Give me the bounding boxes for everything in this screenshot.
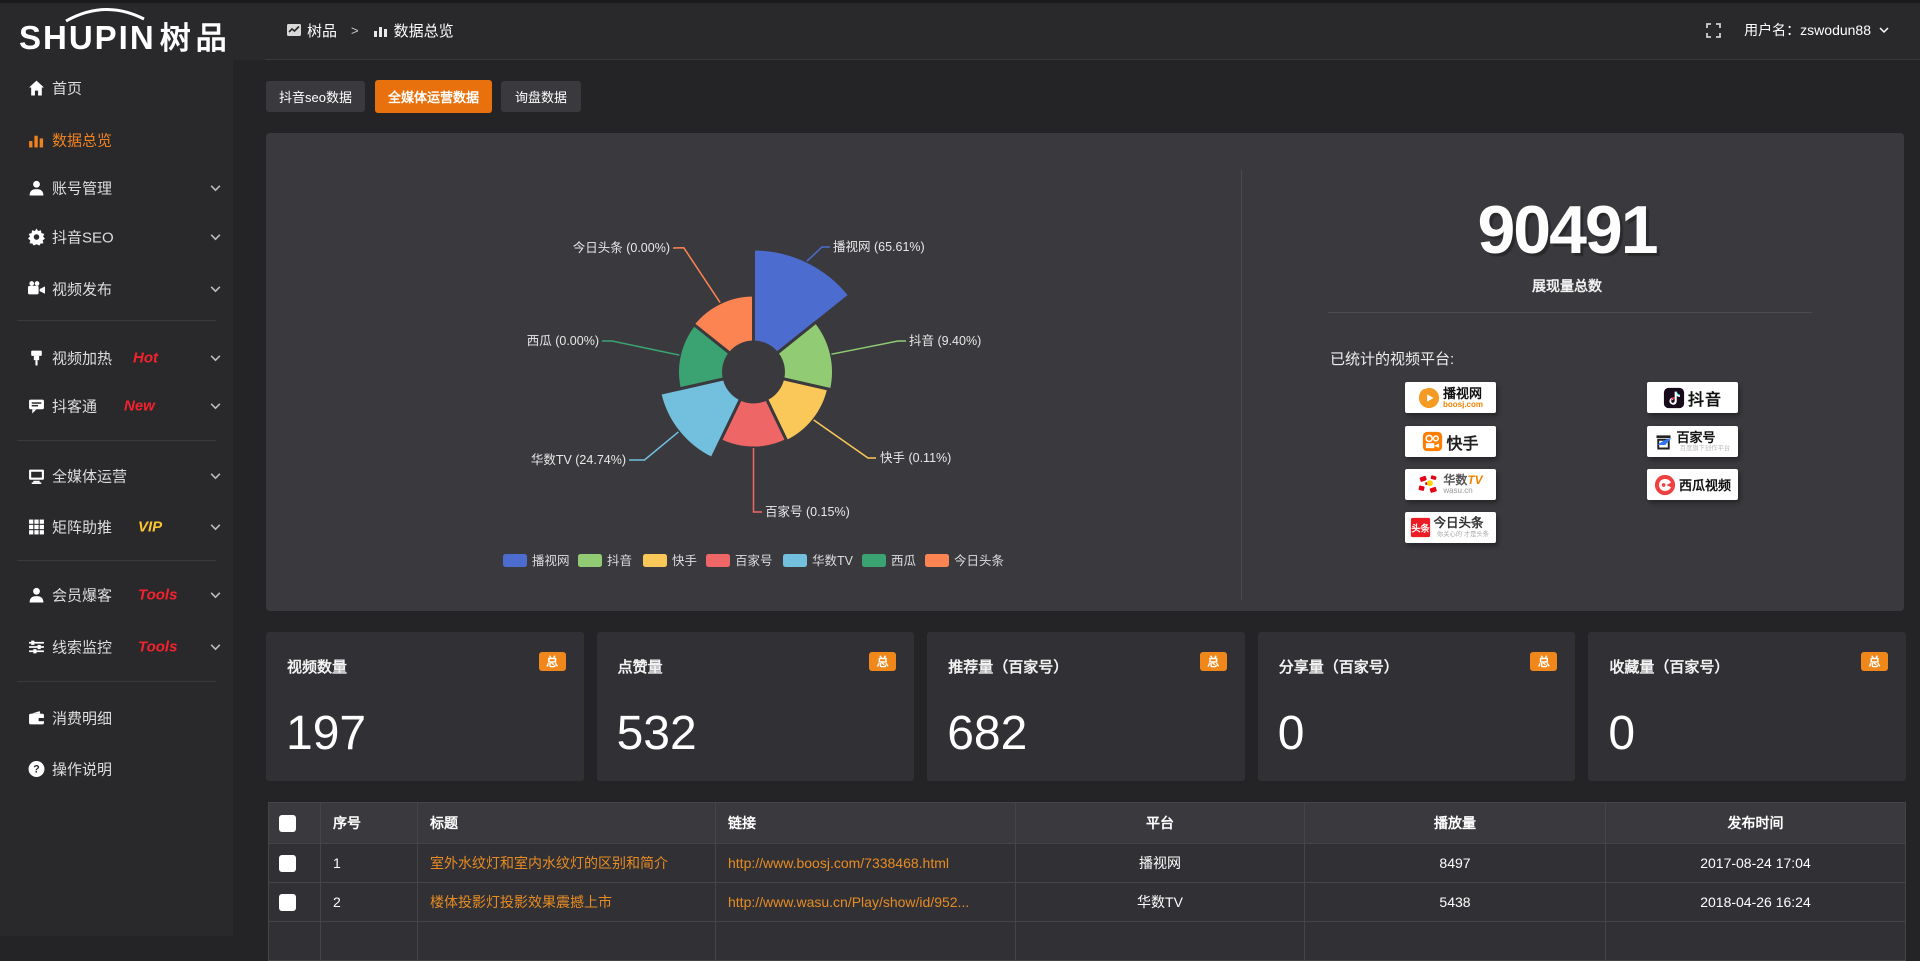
svg-text:华数TV (24.74%): 华数TV (24.74%) (531, 452, 626, 467)
svg-text:今日头条: 今日头条 (954, 553, 1005, 568)
svg-text:快手 (0.11%): 快手 (0.11%) (880, 451, 951, 465)
svg-text:播视网: 播视网 (532, 553, 570, 568)
svg-text:抖音 (9.40%): 抖音 (9.40%) (909, 333, 981, 348)
svg-text:播视网 (65.61%): 播视网 (65.61%) (833, 239, 925, 254)
svg-text:百家号: 百家号 (735, 553, 773, 568)
svg-text:头条: 头条 (1411, 522, 1430, 533)
svg-text:抖音: 抖音 (607, 553, 632, 568)
svg-text:西瓜: 西瓜 (891, 554, 917, 568)
svg-text:今日头条 (0.00%): 今日头条 (0.00%) (573, 240, 670, 255)
svg-text:?: ? (33, 764, 39, 776)
svg-text:快手: 快手 (672, 554, 697, 568)
svg-text:百家号 (0.15%): 百家号 (0.15%) (765, 504, 850, 519)
svg-text:华数TV: 华数TV (812, 553, 854, 568)
svg-text:西瓜 (0.00%): 西瓜 (0.00%) (527, 334, 599, 348)
